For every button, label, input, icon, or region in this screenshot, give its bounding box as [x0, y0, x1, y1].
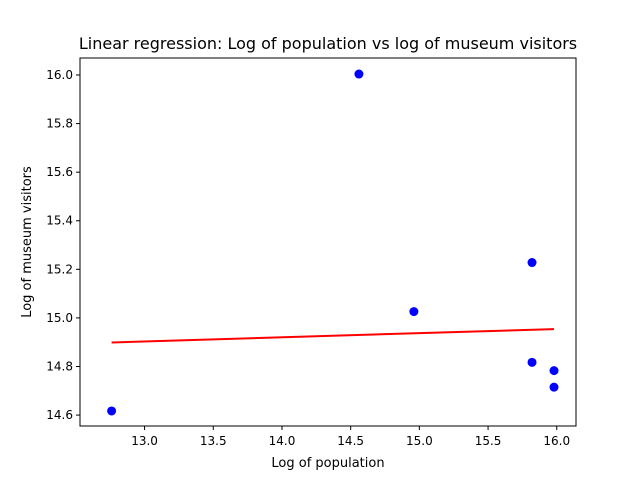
y-tick-label: 15.4 — [46, 214, 73, 228]
x-tick-label: 13.5 — [200, 434, 227, 448]
y-tick-label: 15.2 — [46, 262, 73, 276]
y-tick-label: 16.0 — [46, 68, 73, 82]
data-point — [354, 69, 364, 79]
y-tick-label: 14.8 — [46, 359, 73, 373]
chart-title: Linear regression: Log of population vs … — [79, 34, 577, 53]
plot-area — [107, 69, 559, 416]
x-tick-label: 14.0 — [269, 434, 296, 448]
data-point — [409, 307, 419, 317]
data-point — [527, 357, 537, 367]
x-tick-label: 16.0 — [543, 434, 570, 448]
regression-line — [111, 328, 555, 344]
data-point — [549, 366, 559, 376]
axes-frame — [79, 57, 577, 427]
ticks: 13.0 13.5 14.0 14.5 15.0 15.5 16.0 14.6 14.8 15.0… — [46, 68, 570, 448]
x-tick-label: 15.5 — [475, 434, 502, 448]
x-axis-label: Log of population — [271, 456, 384, 471]
y-tick-label: 14.6 — [46, 408, 73, 422]
data-point — [549, 382, 559, 392]
y-tick-label: 15.8 — [46, 117, 73, 131]
y-tick-label: 15.0 — [46, 311, 73, 325]
x-tick-label: 14.5 — [337, 434, 364, 448]
x-tick-label: 15.0 — [406, 434, 433, 448]
data-point — [107, 406, 117, 416]
y-axis-label: Log of museum visitors — [20, 166, 35, 318]
x-tick-label: 13.0 — [131, 434, 158, 448]
y-tick-label: 15.6 — [46, 165, 73, 179]
data-point — [527, 258, 537, 268]
